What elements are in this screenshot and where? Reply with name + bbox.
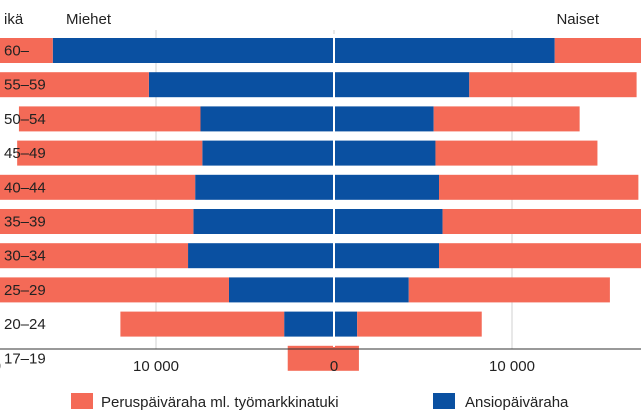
bar-women-peruspaivaraha (408, 277, 610, 303)
bar-men-ansiopaivaraha (148, 72, 334, 98)
bar-men-ansiopaivaraha (193, 209, 334, 234)
bar-men-peruspaivaraha (0, 209, 194, 234)
age-group-label: 30–34 (4, 248, 46, 265)
bar-women-ansiopaivaraha (334, 209, 443, 234)
x-tick-label: 10 000 (133, 358, 179, 375)
bar-women-ansiopaivaraha (334, 243, 440, 269)
bar-men-ansiopaivaraha (52, 38, 334, 63)
bar-women-ansiopaivaraha (334, 140, 436, 166)
legend-swatch-peruspaivaraha (71, 393, 93, 409)
bar-men-ansiopaivaraha (284, 311, 334, 337)
bar-men-peruspaivaraha (0, 174, 196, 200)
bar-men-ansiopaivaraha (202, 140, 334, 166)
bar-men-peruspaivaraha (287, 345, 334, 371)
bar-women-peruspaivaraha (439, 174, 639, 200)
age-group-label: 45–49 (4, 145, 46, 162)
bar-men-ansiopaivaraha (200, 106, 334, 132)
bar-women-peruspaivaraha (442, 209, 641, 234)
age-group-label: 17–19 (4, 350, 46, 367)
bar-women-ansiopaivaraha (334, 106, 434, 132)
bar-men-ansiopaivaraha (228, 277, 334, 303)
bar-women-ansiopaivaraha (334, 38, 555, 63)
age-group-label: 25–29 (4, 282, 46, 299)
bar-men-peruspaivaraha (0, 277, 229, 303)
legend-label-ansiopaivaraha: Ansiopäiväraha (465, 394, 569, 411)
x-tick-label: 10 000 (489, 358, 535, 375)
bar-women-peruspaivaraha (435, 140, 598, 166)
bar-men-peruspaivaraha (0, 38, 53, 63)
bar-women-ansiopaivaraha (334, 174, 440, 200)
bar-women-ansiopaivaraha (334, 72, 470, 98)
women-title: Naiset (556, 11, 599, 28)
bar-men-peruspaivaraha (120, 311, 285, 337)
x-tick-label: 20 000 (0, 358, 1, 375)
bars (0, 34, 641, 371)
bar-men-ansiopaivaraha (195, 174, 334, 200)
bar-men-peruspaivaraha (0, 243, 189, 269)
bar-men-ansiopaivaraha (188, 243, 334, 269)
age-group-label: 55–59 (4, 77, 46, 94)
legend-label-peruspaivaraha: Peruspäiväraha ml. työmarkkinatuki (101, 394, 339, 411)
legend-swatch-ansiopaivaraha (433, 393, 455, 409)
age-group-label: 35–39 (4, 214, 46, 231)
bar-women-ansiopaivaraha (334, 277, 409, 303)
men-title: Miehet (66, 11, 112, 28)
age-group-labels: 60– 55–59 50–54 45–49 40–44 35–39 30–34 25–29 20… (4, 43, 46, 368)
bar-men-peruspaivaraha (17, 140, 203, 166)
age-group-label: 20–24 (4, 316, 46, 333)
bar-women-peruspaivaraha (433, 106, 580, 132)
bar-women-peruspaivaraha (357, 311, 482, 337)
bar-men-peruspaivaraha (0, 72, 149, 98)
age-group-label: 40–44 (4, 179, 46, 196)
age-group-label: 60– (4, 43, 30, 60)
x-tick-label: 0 (330, 358, 338, 375)
bar-women-peruspaivaraha (439, 243, 641, 269)
bar-women-ansiopaivaraha (334, 311, 358, 337)
bar-women-peruspaivaraha (554, 38, 641, 63)
bar-women-peruspaivaraha (334, 345, 359, 371)
age-group-label: 50–54 (4, 111, 46, 128)
bar-women-peruspaivaraha (469, 72, 637, 98)
legend: Peruspäiväraha ml. työmarkkinatuki Ansio… (71, 393, 569, 411)
bar-men-peruspaivaraha (18, 106, 201, 132)
y-axis-title: ikä (4, 11, 24, 28)
